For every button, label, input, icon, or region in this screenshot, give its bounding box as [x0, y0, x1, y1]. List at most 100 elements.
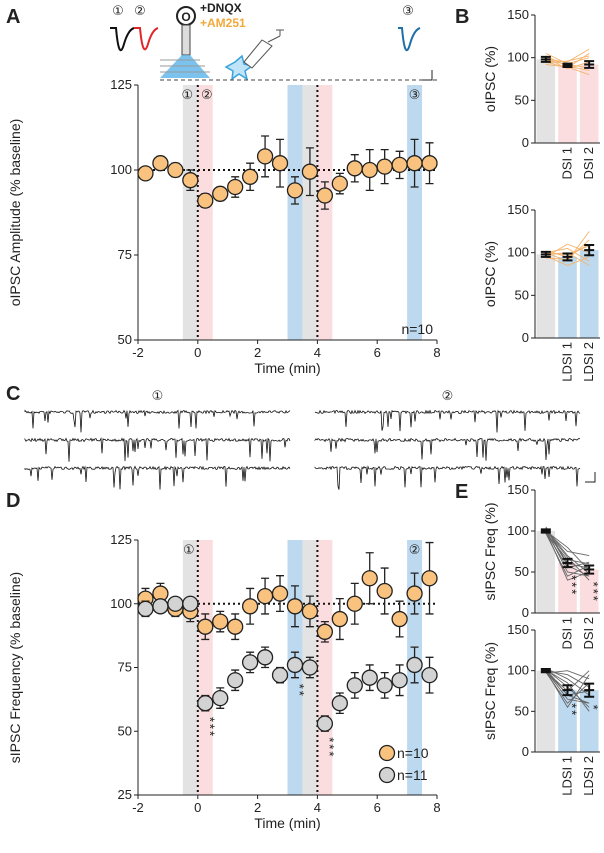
error-bar [584, 682, 595, 698]
bar [579, 64, 599, 143]
data-point [167, 595, 184, 612]
period-label: ③ [409, 88, 421, 103]
bar [536, 254, 556, 338]
y-tick-label: 150 [507, 482, 529, 497]
x-tick-label: LDSI 2 [581, 342, 596, 382]
data-point [331, 175, 348, 192]
y-tick-label: 50 [515, 92, 529, 107]
panel-letter: E [455, 481, 468, 503]
x-tick-label: LDSI 1 [560, 342, 575, 382]
x-axis-title: Time (min) [254, 815, 320, 831]
shaded-period [287, 85, 303, 340]
scale-bar [585, 472, 596, 483]
error-bar [562, 62, 573, 69]
data-point [421, 155, 438, 172]
data-point [301, 603, 319, 620]
x-tick-label: -2 [132, 345, 144, 360]
data-point [361, 669, 378, 686]
significance-label: *** [565, 575, 580, 596]
error-bar [562, 557, 573, 569]
axons [160, 59, 210, 73]
x-tick-label: -2 [132, 800, 144, 815]
individual-line [545, 255, 590, 266]
data-point [227, 672, 244, 689]
bar [579, 250, 599, 338]
x-tick-label: 0 [194, 800, 201, 815]
y-tick-label: 0 [522, 135, 529, 150]
data-point [271, 585, 289, 602]
individual-line [545, 670, 590, 704]
period-label: ② [201, 88, 213, 103]
data-point [301, 163, 319, 180]
x-tick-label: 2 [254, 345, 261, 360]
y-tick-label: 50 [515, 703, 529, 718]
data-point [271, 667, 289, 684]
data-point [152, 155, 169, 172]
bar [558, 562, 577, 613]
legend-label: n=11 [397, 767, 428, 783]
data-point [286, 182, 304, 199]
lamp-letter: O [181, 10, 190, 24]
bar [536, 531, 556, 613]
data-point [212, 689, 229, 707]
data-point [167, 161, 184, 179]
data-point [212, 185, 229, 202]
data-point [286, 656, 304, 674]
data-point [286, 598, 304, 615]
y-tick-label: 25 [118, 787, 132, 802]
trace-icon [110, 27, 135, 52]
data-point [421, 667, 438, 684]
x-tick-label: 4 [314, 800, 321, 815]
error-bar [540, 668, 551, 674]
y-tick-label: 100 [507, 663, 529, 678]
data-point [256, 587, 274, 605]
x-tick-label: DSI 1 [560, 617, 575, 650]
bar [558, 690, 577, 752]
drug-label: +AM251 [200, 16, 246, 30]
trace [314, 409, 581, 433]
bar [536, 670, 556, 752]
data-point [361, 570, 378, 587]
y-tick-label: 125 [110, 77, 132, 92]
error-bar [562, 252, 573, 262]
y-tick-label: 100 [507, 245, 529, 260]
panel-letter: A [6, 6, 20, 28]
y-tick-label: 100 [507, 523, 529, 538]
y-tick-label: 50 [118, 332, 132, 347]
data-point [182, 172, 199, 189]
error-bar [540, 528, 551, 534]
data-point [197, 618, 214, 635]
legend-marker [378, 766, 396, 784]
y-axis-title: sIPSC Freq (%) [482, 502, 498, 600]
y-tick-label: 125 [110, 532, 132, 547]
individual-line [545, 670, 590, 709]
y-tick-label: 75 [118, 660, 132, 675]
data-point [212, 613, 229, 630]
period-label: ① [183, 543, 195, 558]
shaded-period [197, 540, 213, 795]
shaded-period [407, 85, 423, 340]
individual-line [545, 48, 590, 63]
y-axis-title: sIPSC Freq (%) [482, 642, 498, 740]
pipette [243, 39, 273, 69]
data-point [241, 654, 259, 671]
bar [558, 256, 577, 338]
data-point [197, 695, 214, 712]
error-bar [584, 564, 595, 575]
data-point [137, 165, 154, 182]
trace-label: ③ [402, 4, 414, 19]
data-point [197, 192, 214, 209]
data-point [241, 168, 259, 185]
shaded-period [182, 85, 198, 340]
x-tick-label: DSI 1 [560, 147, 575, 180]
bar [579, 690, 599, 752]
individual-line [545, 670, 590, 680]
x-tick-label: DSI 2 [581, 617, 596, 650]
panel-letter: B [455, 6, 469, 28]
y-tick-label: 50 [515, 287, 529, 302]
significance-label: *** [586, 582, 601, 603]
data-point [137, 600, 154, 617]
data-point [227, 178, 244, 196]
bar [536, 59, 556, 143]
